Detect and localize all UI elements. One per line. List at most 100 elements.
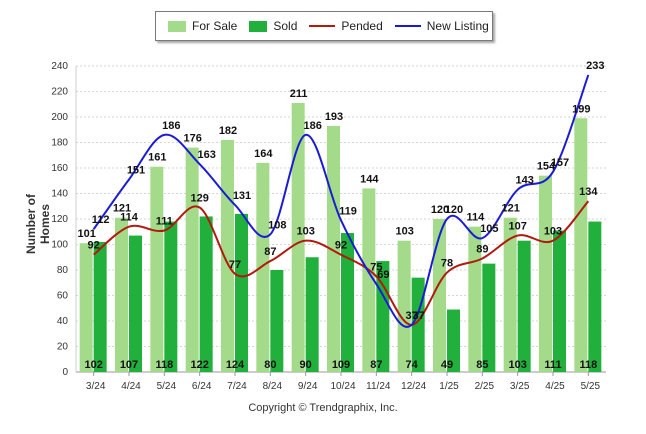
x-tick-label: 12/24 [401, 381, 426, 392]
x-tick-label: 8/24 [263, 381, 283, 392]
data-label-new-listing: 151 [127, 164, 145, 176]
legend-item-for-sale[interactable]: For Sale [168, 19, 237, 33]
data-label-new-listing: 112 [92, 214, 110, 226]
data-label-new-listing: 37 [413, 310, 425, 322]
x-tick-label: 11/24 [366, 381, 391, 392]
data-label-new-listing: 120 [445, 204, 463, 216]
bar-for-sale [503, 217, 517, 372]
data-label-pended: 114 [120, 212, 139, 224]
data-label-pended: 134 [579, 186, 598, 198]
legend-swatch-pended [309, 25, 336, 27]
data-label-sold: 107 [120, 359, 138, 371]
bar-for-sale [291, 102, 305, 372]
legend-swatch-sold [249, 20, 268, 32]
bar-for-sale [115, 217, 128, 372]
y-tick-label: 80 [57, 265, 69, 276]
data-label-pended: 77 [229, 259, 241, 271]
bar-for-sale [256, 162, 270, 372]
data-label-for-sale: 101 [77, 228, 95, 240]
data-label-new-listing: 69 [377, 269, 389, 281]
bar-for-sale [362, 188, 376, 372]
bar-for-sale [397, 240, 411, 372]
data-label-for-sale: 211 [290, 88, 308, 100]
data-label-sold: 102 [84, 359, 102, 371]
data-label-sold: 122 [190, 359, 208, 371]
data-label-for-sale: 176 [183, 133, 201, 145]
bar-sold [93, 241, 107, 372]
x-tick-label: 1/25 [439, 381, 459, 392]
data-label-for-sale: 121 [501, 203, 519, 215]
data-label-pended: 87 [264, 246, 276, 258]
y-tick-label: 180 [51, 138, 68, 149]
data-label-new-listing: 186 [303, 120, 321, 132]
bar-sold [588, 221, 602, 372]
bar-sold [553, 230, 566, 372]
bar-sold [270, 270, 284, 372]
data-label-new-listing: 143 [515, 175, 533, 187]
legend-label-for-sale: For Sale [192, 19, 238, 33]
bar-for-sale [79, 243, 93, 372]
data-label-for-sale: 193 [325, 111, 343, 123]
data-label-pended: 89 [476, 244, 488, 256]
legend-swatch-for-sale [168, 20, 186, 32]
y-tick-label: 100 [51, 240, 68, 251]
bar-sold [517, 240, 531, 372]
data-label-sold: 111 [544, 359, 561, 371]
bar-sold [235, 213, 248, 372]
y-tick-label: 120 [51, 214, 68, 225]
data-label-pended: 75 [370, 261, 382, 273]
data-label-sold: 80 [264, 359, 276, 371]
data-label-for-sale: 199 [572, 103, 590, 115]
bar-sold [305, 257, 319, 372]
data-label-for-sale: 121 [113, 203, 131, 215]
x-tick-label: 5/24 [157, 381, 177, 392]
data-label-pended: 129 [190, 193, 208, 205]
y-tick-label: 0 [62, 367, 68, 378]
data-label-pended: 103 [544, 226, 562, 238]
bar-sold [129, 235, 142, 372]
x-tick-label: 2/25 [475, 381, 495, 392]
line-pended [93, 200, 590, 326]
data-label-new-listing: 157 [551, 157, 569, 169]
data-label-sold: 118 [579, 359, 597, 371]
legend-item-sold[interactable]: Sold [249, 19, 297, 33]
data-label-pended: 37 [406, 310, 418, 322]
data-label-sold: 109 [332, 359, 350, 371]
data-label-pended: 107 [508, 221, 526, 233]
data-label-new-listing: 163 [197, 149, 215, 161]
data-label-for-sale: 161 [148, 152, 166, 164]
bar-sold [447, 309, 460, 372]
data-label-sold: 87 [370, 359, 382, 371]
bar-for-sale [574, 118, 588, 373]
data-label-new-listing: 186 [162, 120, 180, 132]
bar-for-sale [433, 219, 446, 372]
legend: For Sale Sold Pended New Listing [155, 11, 493, 41]
data-label-sold: 103 [508, 359, 526, 371]
y-tick-label: 140 [51, 189, 68, 200]
bar-for-sale [539, 175, 552, 372]
data-label-new-listing: 108 [268, 219, 286, 231]
data-label-new-listing: 105 [480, 223, 498, 235]
x-tick-label: 6/24 [192, 381, 212, 392]
bar-for-sale [150, 166, 164, 372]
x-tick-label: 10/24 [330, 381, 355, 392]
bar-for-sale [185, 147, 199, 372]
data-label-pended: 92 [88, 240, 100, 252]
data-label-sold: 118 [155, 359, 173, 371]
x-tick-label: 4/24 [121, 381, 141, 392]
data-label-pended: 103 [296, 226, 314, 238]
x-tick-label: 7/24 [227, 381, 247, 392]
legend-item-new-listing[interactable]: New Listing [394, 19, 489, 33]
data-label-sold: 124 [226, 359, 245, 371]
bar-sold [341, 233, 354, 372]
data-label-for-sale: 144 [360, 173, 379, 185]
data-label-for-sale: 120 [431, 204, 449, 216]
data-label-for-sale: 164 [254, 148, 273, 160]
y-tick-label: 60 [57, 291, 69, 302]
legend-item-pended[interactable]: Pended [309, 19, 383, 33]
y-tick-label: 240 [51, 61, 68, 72]
bar-sold [482, 263, 496, 372]
data-label-for-sale: 154 [537, 161, 556, 173]
legend-label-new-listing: New Listing [426, 19, 489, 33]
